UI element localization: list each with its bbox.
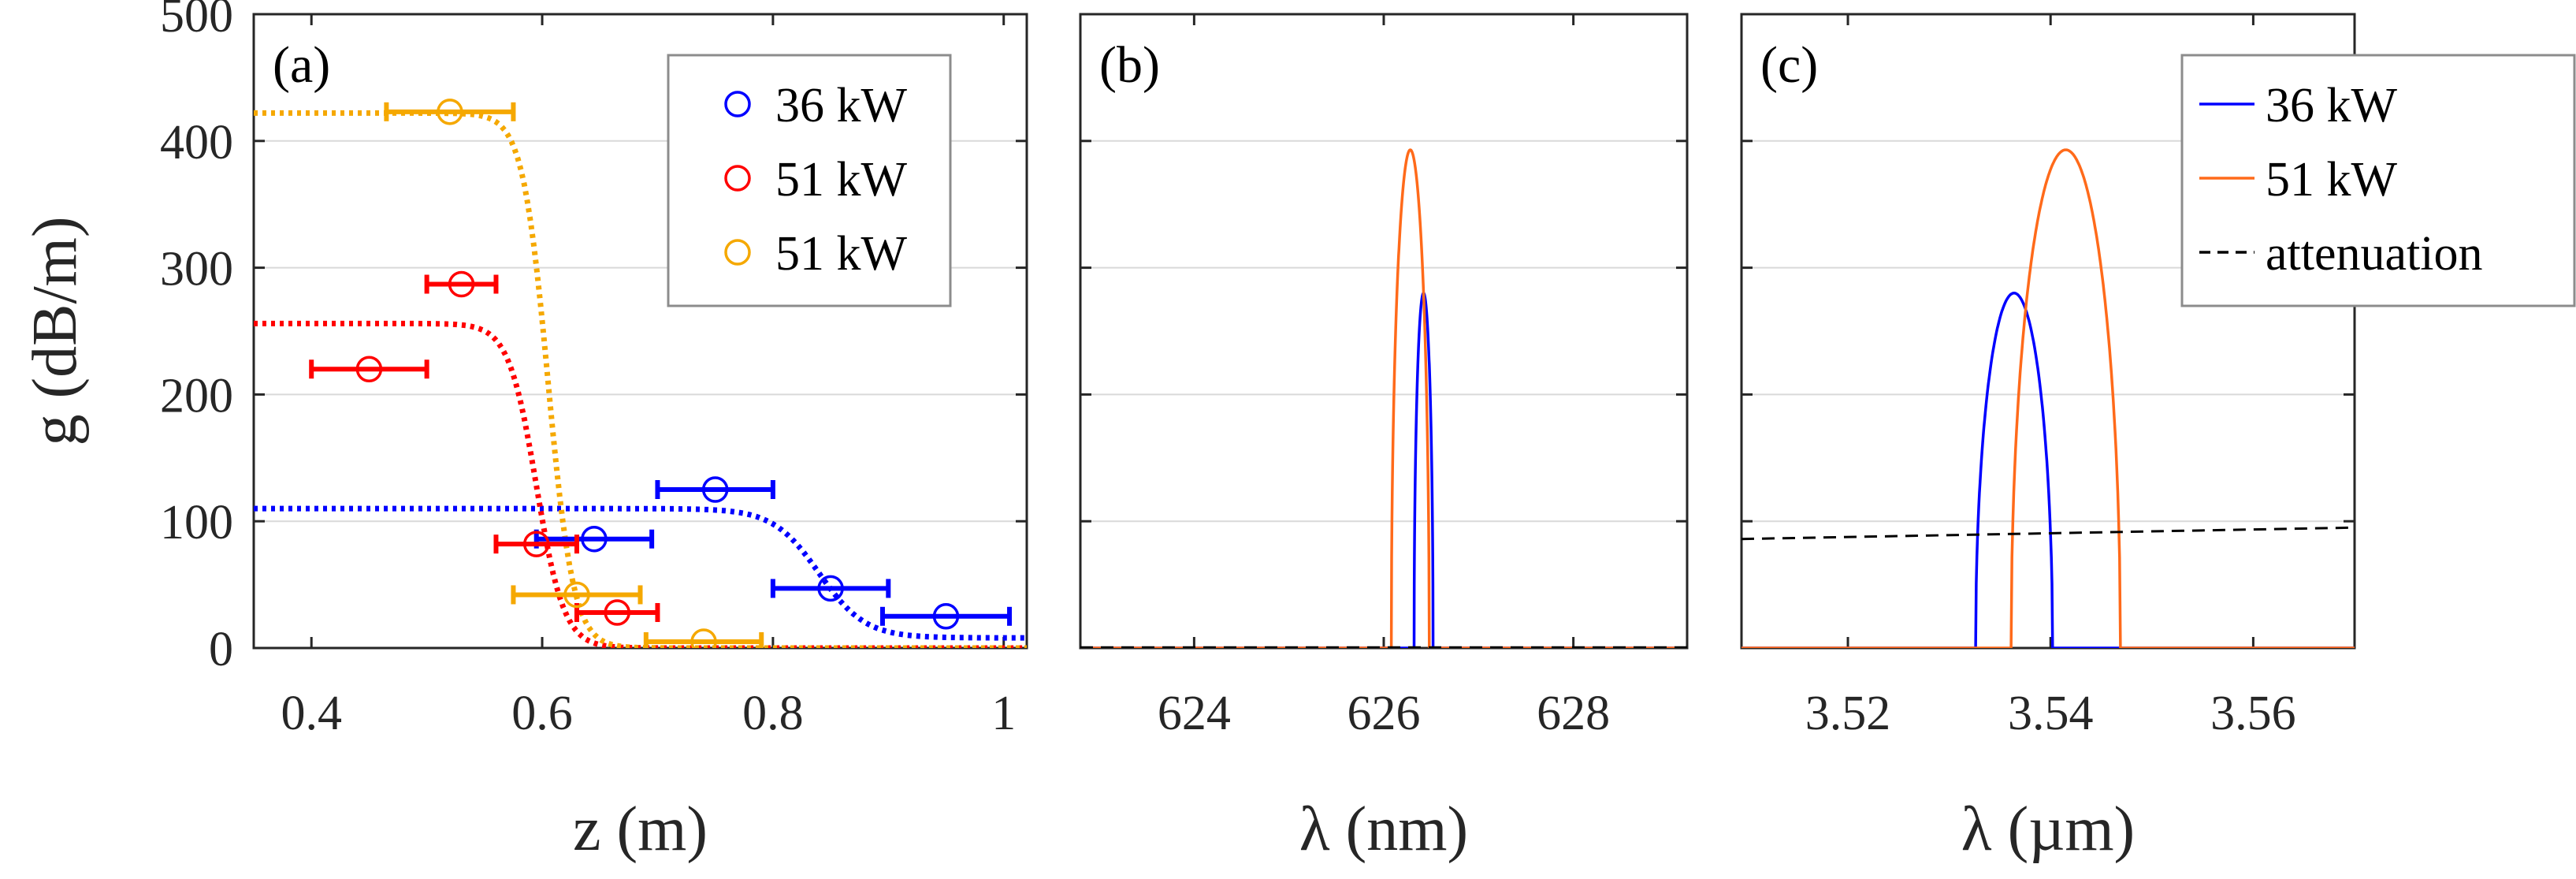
panel-2: 624 626 628 λ (nm) (b) xyxy=(1079,13,1689,864)
legend-box xyxy=(667,54,952,307)
gain-curve-1 xyxy=(1080,292,1687,648)
panel-label: (b) xyxy=(1099,36,1160,94)
data-point xyxy=(604,599,630,626)
legend-label: 51 kW xyxy=(775,153,908,207)
gain-curve-1 xyxy=(1741,292,2355,648)
data-point xyxy=(355,356,383,382)
gain-curve-2 xyxy=(1080,148,1687,648)
attenuation-line xyxy=(1741,526,2355,541)
legend-marker xyxy=(724,91,751,117)
data-point xyxy=(522,531,550,557)
x-axis-label: λ (nm) xyxy=(1299,795,1468,864)
y-tick-label: 500 xyxy=(160,0,233,43)
x-tick-label: 0.4 xyxy=(281,687,342,740)
x-tick-label: 3.56 xyxy=(2210,687,2296,740)
y-tick-label: 200 xyxy=(160,369,233,423)
axes-box xyxy=(1079,13,1689,650)
plot-area xyxy=(1080,148,1687,648)
data-point xyxy=(563,581,590,609)
legend: 36 kW 51 kW attenuation xyxy=(2180,54,2576,307)
data-point xyxy=(448,270,475,298)
axes-box xyxy=(1740,13,2356,650)
data-point xyxy=(932,603,960,630)
fit-curve-2 xyxy=(254,320,1027,648)
data-point xyxy=(701,476,729,503)
plot-area xyxy=(1741,148,2355,648)
x-tick-label: 624 xyxy=(1158,687,1231,740)
x-tick-label: 3.52 xyxy=(1805,687,1891,740)
legend-label: 36 kW xyxy=(775,79,908,132)
x-tick-label: 0.6 xyxy=(511,687,573,740)
data-point xyxy=(817,575,844,602)
legend-marker xyxy=(724,239,751,266)
panel-label: (a) xyxy=(273,36,330,94)
legend-box xyxy=(2180,54,2576,307)
legend-label: 51 kW xyxy=(775,227,908,281)
y-axis-label: g (dB/m) xyxy=(20,216,90,445)
x-tick-label: 0.8 xyxy=(742,687,804,740)
data-point xyxy=(581,525,608,553)
legend: 36 kW 51 kW 51 kW xyxy=(667,54,952,307)
legend-label: 36 kW xyxy=(2266,79,2398,132)
x-axis-label: z (m) xyxy=(573,795,708,864)
panel-label: (c) xyxy=(1760,36,1818,94)
legend-marker xyxy=(724,165,751,192)
legend-label: 51 kW xyxy=(2266,153,2398,207)
x-tick-label: 626 xyxy=(1347,687,1421,740)
panel-1: 0 100 200 300 400 500 0.4 0.6 0.8 1 z (m) (a) 36 kW 5… xyxy=(160,0,1028,864)
data-point xyxy=(437,99,463,125)
legend-label: attenuation xyxy=(2266,227,2482,281)
plot-area xyxy=(254,99,1027,648)
panel-3: 3.52 3.54 3.56 λ (µm) (c) 36 kW 51 kW attenuati… xyxy=(1740,13,2576,864)
data-point xyxy=(690,628,717,648)
x-tick-label: 1 xyxy=(991,687,1016,740)
y-tick-label: 300 xyxy=(160,243,233,296)
y-tick-label: 0 xyxy=(209,623,233,676)
gain-curve-2 xyxy=(1741,148,2355,648)
x-axis-label: λ (µm) xyxy=(1961,795,2135,864)
y-tick-label: 400 xyxy=(160,116,233,169)
y-tick-label: 100 xyxy=(160,496,233,549)
x-tick-label: 628 xyxy=(1537,687,1610,740)
x-tick-label: 3.54 xyxy=(2008,687,2094,740)
